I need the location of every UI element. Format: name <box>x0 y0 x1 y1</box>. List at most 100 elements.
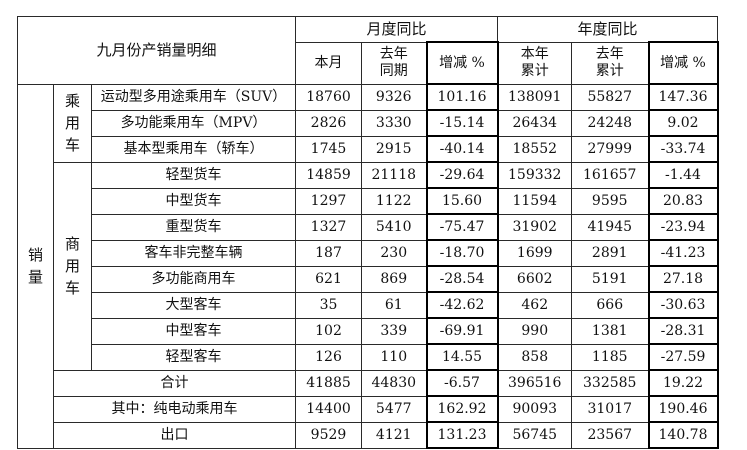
cell-yearly-change: -23.94 <box>647 213 719 241</box>
cell-this-month: 9529 <box>295 421 362 449</box>
cell-last-year-same: 230 <box>361 239 427 267</box>
cell-last-year-ytd: 1185 <box>571 343 649 371</box>
cell-last-year-ytd: 27999 <box>571 135 649 163</box>
cell-last-year-same: 2915 <box>361 135 427 163</box>
ev-row: 其中：纯电动乘用车 14400 5477 162.92 90093 31017 … <box>18 395 719 423</box>
cell-ytd: 56745 <box>497 421 572 449</box>
cell-last-year-same: 110 <box>361 343 427 371</box>
cell-monthly-change: -15.14 <box>425 109 499 137</box>
row-label: 中型客车 <box>91 317 296 345</box>
cell-last-year-same: 44830 <box>361 369 427 397</box>
cell-this-month: 1745 <box>295 135 362 163</box>
cell-monthly-change: 15.60 <box>425 187 499 215</box>
header-this-month: 本月 <box>295 41 362 85</box>
cell-ytd: 159332 <box>497 161 572 189</box>
row-label: 大型客车 <box>91 291 296 319</box>
cell-last-year-ytd: 41945 <box>571 213 649 241</box>
cell-last-year-ytd: 2891 <box>571 239 649 267</box>
cell-monthly-change: 14.55 <box>425 343 499 371</box>
cell-ytd: 90093 <box>497 395 572 423</box>
cell-monthly-change: 101.16 <box>425 83 499 111</box>
cell-yearly-change: -1.44 <box>647 161 719 189</box>
cell-ytd: 18552 <box>497 135 572 163</box>
table-row: 多功能乘用车（MPV） 2826 3330 -15.14 26434 24248… <box>18 109 719 137</box>
table-row: 客车非完整车辆 187 230 -18.70 1699 2891 -41.23 <box>18 239 719 267</box>
cell-monthly-change: -28.54 <box>425 265 499 293</box>
cell-this-month: 1327 <box>295 213 362 241</box>
cell-yearly-change: 190.46 <box>647 395 719 423</box>
cell-last-year-same: 1122 <box>361 187 427 215</box>
cell-this-month: 14859 <box>295 161 362 189</box>
cell-last-year-ytd: 31017 <box>571 395 649 423</box>
table-row: 轻型客车 126 110 14.55 858 1185 -27.59 <box>18 343 719 371</box>
cell-monthly-change: -69.91 <box>425 317 499 345</box>
header-last-year-same-period: 去年 同期 <box>361 41 427 85</box>
total-label: 合计 <box>53 369 296 397</box>
cell-this-month: 18760 <box>295 83 362 111</box>
row-label: 中型货车 <box>91 187 296 215</box>
table-title: 九月份产销量明细 <box>17 16 296 85</box>
export-label: 出口 <box>53 421 296 449</box>
ev-label: 其中：纯电动乘用车 <box>53 395 296 423</box>
table-row: 基本型乘用车（轿车） 1745 2915 -40.14 18552 27999 … <box>18 135 719 163</box>
cell-last-year-ytd: 23567 <box>571 421 649 449</box>
row-label: 基本型乘用车（轿车） <box>91 135 296 163</box>
header-monthly-group: 月度同比 <box>295 16 498 43</box>
cell-monthly-change: -29.64 <box>425 161 499 189</box>
cell-monthly-change: -42.62 <box>425 291 499 319</box>
cell-this-month: 41885 <box>295 369 362 397</box>
cell-yearly-change: -33.74 <box>647 135 719 163</box>
group-passenger-label: 乘用车 <box>53 83 92 163</box>
header-yearly-group: 年度同比 <box>497 16 718 43</box>
cell-last-year-ytd: 24248 <box>571 109 649 137</box>
cell-this-month: 2826 <box>295 109 362 137</box>
export-row: 出口 9529 4121 131.23 56745 23567 140.78 <box>18 421 719 449</box>
cell-yearly-change: -28.31 <box>647 317 719 345</box>
cell-monthly-change: -6.57 <box>425 369 499 397</box>
cell-yearly-change: -41.23 <box>647 239 719 267</box>
cell-ytd: 31902 <box>497 213 572 241</box>
cell-last-year-ytd: 5191 <box>571 265 649 293</box>
cell-ytd: 858 <box>497 343 572 371</box>
cell-yearly-change: 9.02 <box>647 109 719 137</box>
cell-last-year-same: 61 <box>361 291 427 319</box>
cell-this-month: 14400 <box>295 395 362 423</box>
cell-last-year-same: 21118 <box>361 161 427 189</box>
cell-last-year-same: 339 <box>361 317 427 345</box>
cell-ytd: 1699 <box>497 239 572 267</box>
cell-yearly-change: -27.59 <box>647 343 719 371</box>
cell-ytd: 11594 <box>497 187 572 215</box>
cell-this-month: 126 <box>295 343 362 371</box>
sales-detail-table: 九月份产销量明细 月度同比 年度同比 本月 去年 同期 增减 % 本年 累计 去年累… <box>17 16 719 449</box>
cell-ytd: 396516 <box>497 369 572 397</box>
cell-last-year-same: 5410 <box>361 213 427 241</box>
table-row: 中型客车 102 339 -69.91 990 1381 -28.31 <box>18 317 719 345</box>
cell-yearly-change: 147.36 <box>647 83 719 111</box>
header-last-year-ytd: 去年 累计 <box>571 41 649 85</box>
header-row-columns: 本月 去年 同期 增减 % 本年 累计 去年 累计 增减 % <box>18 41 719 85</box>
cell-this-month: 621 <box>295 265 362 293</box>
cell-monthly-change: -75.47 <box>425 213 499 241</box>
cell-monthly-change: 162.92 <box>425 395 499 423</box>
cell-monthly-change: -40.14 <box>425 135 499 163</box>
cell-ytd: 26434 <box>497 109 572 137</box>
cell-last-year-ytd: 161657 <box>571 161 649 189</box>
cell-yearly-change: 19.22 <box>647 369 719 397</box>
section-sales-label: 销量 <box>17 83 54 449</box>
cell-yearly-change: 20.83 <box>647 187 719 215</box>
header-row-groups: 九月份产销量明细 月度同比 年度同比 <box>17 16 718 85</box>
row-label: 轻型客车 <box>91 343 296 371</box>
table-row: 销量 乘用车 运动型多用途乘用车（SUV） 18760 9326 101.16 … <box>17 83 719 449</box>
cell-last-year-ytd: 55827 <box>571 83 649 111</box>
cell-this-month: 102 <box>295 317 362 345</box>
cell-yearly-change: -30.63 <box>647 291 719 319</box>
cell-monthly-change: 131.23 <box>425 421 499 449</box>
cell-last-year-same: 5477 <box>361 395 427 423</box>
table-row: 大型客车 35 61 -42.62 462 666 -30.63 <box>18 291 719 319</box>
row-label: 运动型多用途乘用车（SUV） <box>91 83 296 111</box>
table-row: 中型货车 1297 1122 15.60 11594 9595 20.83 <box>18 187 719 215</box>
row-label: 客车非完整车辆 <box>91 239 296 267</box>
row-label: 多功能商用车 <box>91 265 296 293</box>
total-row: 合计 41885 44830 -6.57 396516 332585 19.22 <box>18 369 719 397</box>
header-monthly-change: 增减 % <box>425 41 499 85</box>
